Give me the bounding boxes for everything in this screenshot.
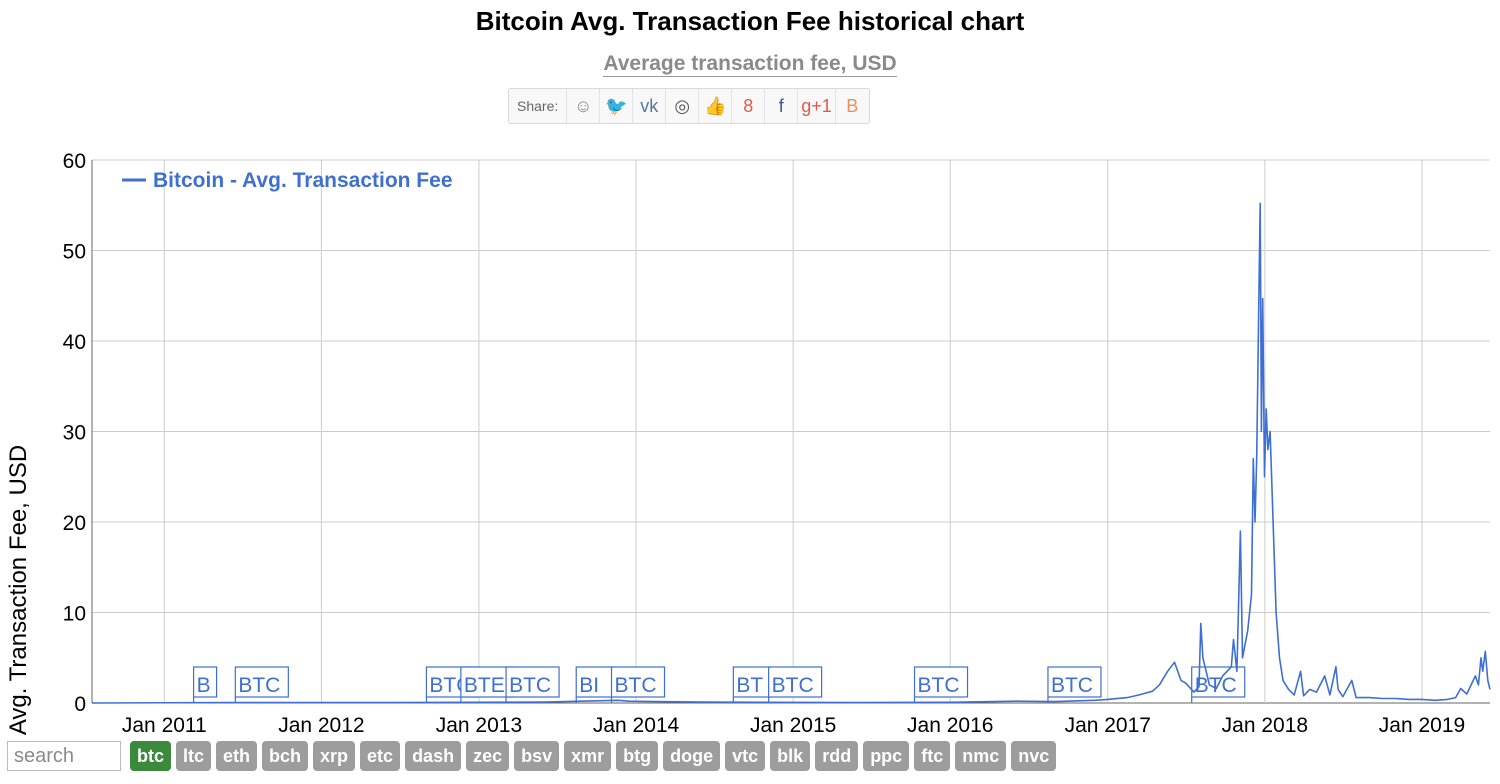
share-like-icon[interactable]: 👍 bbox=[699, 89, 733, 123]
event-flag-box bbox=[1047, 666, 1102, 698]
coin-tag-vtc[interactable]: vtc bbox=[725, 741, 766, 771]
event-flag-label[interactable]: BTC bbox=[772, 674, 814, 697]
event-flag-box bbox=[768, 666, 823, 698]
x-tick-label: Jan 2017 bbox=[1065, 714, 1151, 737]
event-flag[interactable]: BTC bbox=[913, 666, 969, 703]
coin-tag-rdd[interactable]: rdd bbox=[815, 741, 859, 771]
x-tick-label: Jan 2013 bbox=[436, 714, 522, 737]
coin-tag-etc[interactable]: etc bbox=[360, 741, 401, 771]
coin-tag-zec[interactable]: zec bbox=[466, 741, 510, 771]
event-flag-label[interactable]: BI bbox=[579, 674, 599, 697]
event-flag-label[interactable]: BTC bbox=[918, 674, 960, 697]
event-flag-label[interactable]: BT bbox=[736, 674, 763, 697]
coin-tag-xrp[interactable]: xrp bbox=[313, 741, 356, 771]
x-tick-label: Jan 2019 bbox=[1379, 714, 1465, 737]
event-flag-label[interactable]: BTC bbox=[509, 674, 551, 697]
share-reddit-icon[interactable]: ☺ bbox=[567, 89, 601, 123]
event-flag-label[interactable]: BTC bbox=[238, 674, 280, 697]
y-axis-label: Avg. Transaction Fee, USD bbox=[5, 445, 32, 735]
event-flag[interactable]: BTC bbox=[1191, 666, 1246, 703]
y-tick-label: 30 bbox=[63, 422, 86, 445]
event-flag[interactable]: BTC bbox=[234, 666, 289, 703]
y-tick-label: 40 bbox=[63, 331, 86, 354]
legend-label[interactable]: Bitcoin - Avg. Transaction Fee bbox=[153, 169, 453, 192]
coin-tag-bsv[interactable]: bsv bbox=[514, 741, 560, 771]
chart-subtitle-wrapper: Average transaction fee, USD bbox=[0, 52, 1500, 77]
event-flag-label[interactable]: BTC bbox=[1051, 674, 1093, 697]
coin-tag-dash[interactable]: dash bbox=[405, 741, 462, 771]
coin-tag-bch[interactable]: bch bbox=[262, 741, 309, 771]
event-flag-box bbox=[505, 666, 560, 698]
event-flag-box bbox=[234, 666, 289, 698]
share-weibo-icon[interactable]: ◎ bbox=[666, 89, 700, 123]
coin-tag-nmc[interactable]: nmc bbox=[955, 741, 1007, 771]
x-tick-label: Jan 2014 bbox=[593, 714, 680, 737]
event-flag[interactable]: BTC bbox=[610, 666, 666, 703]
event-flag-label[interactable]: BTC bbox=[1195, 674, 1237, 697]
event-flag[interactable]: BT bbox=[732, 666, 772, 703]
event-flag-box bbox=[913, 666, 969, 698]
coin-tag-btc[interactable]: btc bbox=[130, 741, 171, 771]
share-blogger-icon[interactable]: B bbox=[846, 96, 859, 116]
coin-tag-nvc[interactable]: nvc bbox=[1011, 741, 1057, 771]
event-flag-box bbox=[732, 666, 772, 698]
event-flag-label[interactable]: B bbox=[197, 674, 211, 697]
x-tick-label: Jan 2015 bbox=[750, 714, 836, 737]
event-flag[interactable]: B bbox=[192, 666, 218, 703]
event-flag-box bbox=[575, 666, 615, 698]
y-tick-label: 60 bbox=[63, 150, 86, 173]
x-tick-label: Jan 2018 bbox=[1222, 714, 1308, 737]
y-axis-ticks: 0 10 20 30 40 50 60 bbox=[63, 150, 86, 716]
share-vk-icon[interactable]: vk bbox=[633, 89, 667, 123]
search-input[interactable] bbox=[7, 741, 121, 771]
series-layer bbox=[91, 202, 1491, 704]
coin-tag-list: btc ltc eth bch xrp etc dash zec bsv xmr btg doge vt… bbox=[130, 741, 1057, 771]
x-axis-ticks: Jan 2011 Jan 2012 Jan 2013 Jan 2014 Jan 2015… bbox=[122, 714, 1465, 737]
y-tick-label: 50 bbox=[63, 241, 86, 264]
chart-grid bbox=[91, 159, 1490, 704]
series-line-0[interactable] bbox=[91, 202, 1491, 704]
y-tick-label: 10 bbox=[63, 603, 86, 626]
share-twitter-icon[interactable]: 🐦 bbox=[600, 89, 634, 123]
coin-tag-btg[interactable]: btg bbox=[616, 741, 659, 771]
event-flag-box bbox=[192, 666, 218, 698]
coin-tag-ppc[interactable]: ppc bbox=[863, 741, 910, 771]
event-flag[interactable]: BTE bbox=[460, 666, 515, 703]
coin-tag-xmr[interactable]: xmr bbox=[564, 741, 612, 771]
chart-subtitle-link[interactable]: Average transaction fee, USD bbox=[603, 52, 897, 77]
coin-tag-blk[interactable]: blk bbox=[770, 741, 811, 771]
x-tick-label: Jan 2016 bbox=[907, 714, 993, 737]
share-google-plus-icon[interactable]: 8 bbox=[732, 89, 766, 123]
event-flag[interactable]: BTC bbox=[505, 666, 560, 703]
chart-title: Bitcoin Avg. Transaction Fee historical … bbox=[475, 6, 1025, 36]
share-bar: Share: ☺ 🐦 vk ◎ 👍 8 f g+1 B bbox=[508, 88, 870, 124]
event-flag-label[interactable]: BTE bbox=[464, 674, 505, 697]
event-flag-box bbox=[610, 666, 666, 698]
event-flag-label[interactable]: BTC bbox=[615, 674, 657, 697]
x-tick-label: Jan 2011 bbox=[122, 714, 207, 737]
event-flag[interactable]: BTC bbox=[1047, 666, 1102, 703]
event-flag[interactable]: BTC bbox=[768, 666, 823, 703]
coin-tag-ltc[interactable]: ltc bbox=[176, 741, 212, 771]
chart-legend[interactable]: Bitcoin - Avg. Transaction Fee bbox=[122, 169, 453, 192]
share-facebook-icon[interactable]: f bbox=[765, 89, 799, 123]
event-flag-box bbox=[460, 666, 515, 698]
coin-tag-eth[interactable]: eth bbox=[216, 741, 258, 771]
x-tick-label: Jan 2012 bbox=[278, 714, 364, 737]
event-flag[interactable]: BI bbox=[575, 666, 615, 703]
y-tick-label: 0 bbox=[74, 693, 86, 716]
event-flag-box bbox=[1191, 666, 1246, 698]
share-label: Share: bbox=[509, 89, 568, 123]
coin-tag-ftc[interactable]: ftc bbox=[914, 741, 951, 771]
y-tick-label: 20 bbox=[63, 512, 86, 535]
share-google-plus-one-icon[interactable]: g+1 bbox=[798, 89, 836, 123]
coin-tag-doge[interactable]: doge bbox=[663, 741, 721, 771]
